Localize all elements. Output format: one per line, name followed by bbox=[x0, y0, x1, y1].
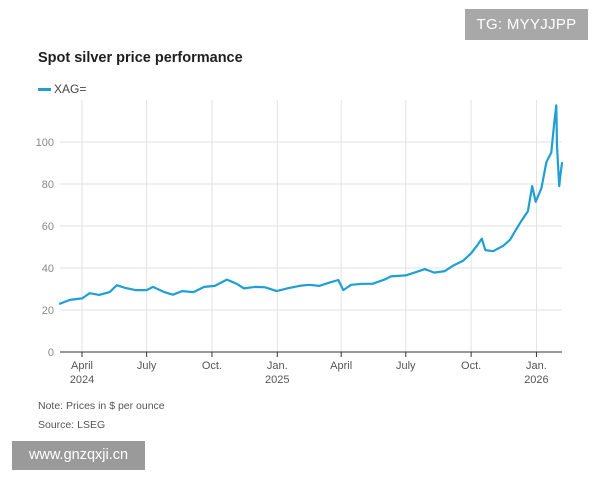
y-tick-label: 60 bbox=[42, 221, 54, 233]
x-tick-label: Jan. bbox=[526, 360, 547, 372]
gridlines bbox=[60, 100, 562, 352]
x-tick-year-label: 2025 bbox=[265, 374, 289, 386]
chart-legend: XAG= bbox=[38, 82, 86, 96]
chart-source: Source: LSEG bbox=[38, 419, 106, 431]
watermark-url: www.gnzqxji.cn bbox=[12, 441, 145, 470]
x-axis-labels: April 2024 July Oct. Jan. 2025 April July Oct. Ja… bbox=[70, 360, 549, 386]
chart-note: Note: Prices in $ per ounce bbox=[38, 400, 165, 412]
x-tick-label: July bbox=[396, 360, 416, 372]
chart-title: Spot silver price performance bbox=[38, 50, 243, 66]
legend-line-swatch bbox=[38, 87, 51, 91]
y-tick-label: 100 bbox=[36, 137, 54, 149]
x-tick-label: Jan. bbox=[267, 360, 288, 372]
y-tick-label: 40 bbox=[42, 263, 54, 275]
y-axis-labels: 0 20 40 60 80 100 bbox=[36, 137, 54, 359]
x-axis bbox=[60, 351, 562, 357]
y-tick-label: 80 bbox=[42, 179, 54, 191]
x-tick-label: Oct. bbox=[461, 360, 481, 372]
x-tick-year-label: 2024 bbox=[70, 374, 94, 386]
x-tick-label: April bbox=[71, 360, 93, 372]
legend-label: XAG= bbox=[54, 82, 87, 96]
series-line-xag bbox=[58, 104, 564, 305]
x-tick-label: April bbox=[330, 360, 352, 372]
watermark-telegram: TG: MYYJJPP bbox=[465, 9, 588, 40]
y-tick-label: 0 bbox=[48, 347, 54, 359]
series-layer bbox=[58, 104, 564, 305]
y-tick-label: 20 bbox=[42, 305, 54, 317]
x-tick-label: July bbox=[137, 360, 157, 372]
x-tick-year-label: 2026 bbox=[524, 374, 548, 386]
x-tick-label: Oct. bbox=[202, 360, 222, 372]
